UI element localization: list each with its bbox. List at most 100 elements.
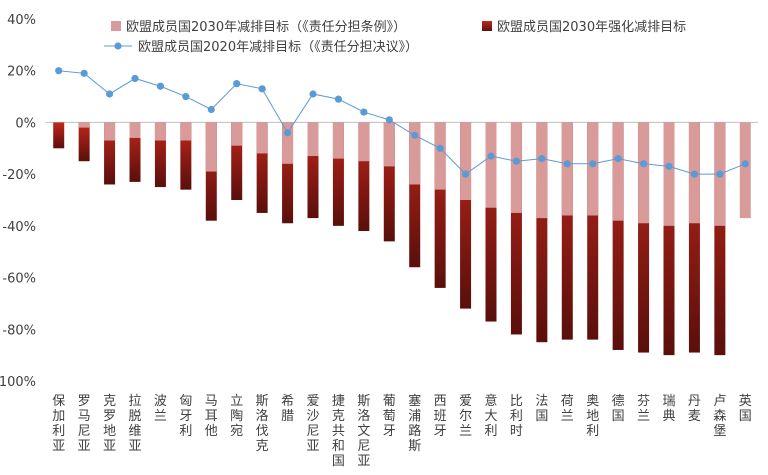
bar-2030-target <box>739 122 751 219</box>
legend-swatch-strengthened-target <box>482 21 492 31</box>
x-category-label: 丹麦 <box>688 394 701 424</box>
bar-strengthened-target <box>409 122 421 268</box>
x-category-label: 罗马尼亚 <box>78 394 91 454</box>
x-category-char: 麦 <box>688 409 701 424</box>
bar-strengthened-target <box>358 122 370 232</box>
bar-strengthened-target <box>154 122 166 188</box>
bar-strengthened-target <box>78 122 90 162</box>
x-category-char: 葡 <box>383 394 396 409</box>
bar-strengthened-target <box>460 122 472 309</box>
bar-strengthened-target <box>53 122 65 149</box>
point-2020-target <box>487 152 495 160</box>
point-2020-target <box>436 144 444 152</box>
point-2020-target <box>233 80 241 88</box>
bar-2030-target <box>231 122 243 146</box>
x-category-char: 和 <box>332 439 345 454</box>
bars <box>53 122 751 356</box>
bar-2030-target <box>154 122 166 141</box>
x-category-char: 国 <box>739 409 752 424</box>
x-category-label: 立陶宛 <box>230 394 243 439</box>
x-category-char: 森 <box>713 409 726 424</box>
point-2020-target <box>690 170 699 178</box>
x-category-label: 瑞典 <box>662 394 675 424</box>
bar-strengthened-target <box>307 122 319 219</box>
y-tick-label: -100% <box>0 375 36 390</box>
x-category-char: 兰 <box>459 424 472 439</box>
bar-strengthened-target <box>129 122 141 182</box>
x-category-char: 法 <box>535 394 548 409</box>
x-category-char: 德 <box>612 394 625 409</box>
y-tick-label: -40% <box>2 220 36 235</box>
x-category-char: 马 <box>78 409 91 424</box>
x-category-char: 希 <box>281 394 294 409</box>
x-category-char: 拉 <box>128 394 141 409</box>
x-category-char: 尼 <box>357 439 370 454</box>
x-category-label: 斯洛伐克 <box>256 394 269 454</box>
point-2020-target <box>258 85 266 93</box>
x-category-char: 兰 <box>637 409 650 424</box>
x-category-char: 立 <box>230 394 243 409</box>
x-category-label: 法国 <box>535 394 548 424</box>
point-2020-target <box>741 160 749 168</box>
x-category-char: 路 <box>408 423 421 439</box>
point-2020-target <box>385 116 393 124</box>
bar-2030-target <box>282 122 294 164</box>
bar-2030-target <box>510 122 522 213</box>
x-category-char: 地 <box>103 424 116 439</box>
x-category-char: 沙 <box>306 409 319 424</box>
bar-2030-target <box>485 122 497 208</box>
x-category-char: 尔 <box>459 409 472 424</box>
x-category-char: 牙 <box>179 409 192 424</box>
x-category-char: 比 <box>510 394 523 409</box>
legend-label-2020-target: 欧盟成员国2020年减排目标（《责任分担决议》） <box>138 40 418 55</box>
x-category-label: 爱尔兰 <box>459 394 472 439</box>
point-2020-target <box>589 160 597 168</box>
y-tick-label: -20% <box>2 168 36 183</box>
x-category-char: 奥 <box>586 394 599 409</box>
x-category-label: 塞浦路斯 <box>408 393 421 454</box>
x-category-label: 马耳他 <box>205 394 218 439</box>
x-category-char: 洛 <box>357 409 370 424</box>
x-category-char: 斯 <box>357 394 370 409</box>
point-2020-target <box>563 160 571 168</box>
x-category-char: 爱 <box>306 394 319 409</box>
bar-strengthened-target <box>612 122 624 350</box>
x-category-label: 爱沙尼亚 <box>306 394 319 454</box>
bar-strengthened-target <box>688 122 700 353</box>
bar-2030-target <box>104 122 116 141</box>
x-category-char: 时 <box>510 424 523 439</box>
bar-strengthened-target <box>536 122 548 343</box>
bar-2030-target <box>358 122 370 162</box>
x-category-char: 斯 <box>408 439 421 454</box>
x-category-char: 洛 <box>256 409 269 424</box>
x-category-char: 维 <box>128 424 141 439</box>
point-2020-target <box>105 90 114 98</box>
legend-swatch-2030-target <box>111 21 121 31</box>
bar-2030-target <box>180 122 192 141</box>
x-category-char: 亚 <box>52 439 65 454</box>
bar-2030-target <box>460 122 472 200</box>
x-category-char: 利 <box>484 424 497 439</box>
x-category-char: 尼 <box>78 424 91 439</box>
bar-strengthened-target <box>332 122 344 226</box>
x-axis: 保加利亚罗马尼亚克罗地亚拉脱维亚波兰匈牙利马耳他立陶宛斯洛伐克希腊爱沙尼亚捷克共… <box>52 393 752 469</box>
x-category-label: 捷克共和国 <box>332 394 345 469</box>
x-category-char: 共 <box>332 424 345 439</box>
point-2020-target <box>614 155 622 163</box>
x-category-char: 英 <box>739 394 752 409</box>
x-category-char: 意 <box>484 393 497 409</box>
x-category-label: 波兰 <box>154 394 167 424</box>
x-category-char: 大 <box>484 409 497 424</box>
point-2020-target <box>665 162 673 170</box>
point-2020-target <box>80 69 88 77</box>
x-category-char: 罗 <box>78 394 91 409</box>
legend-marker-2020-target <box>114 42 122 50</box>
x-category-label: 克罗地亚 <box>103 394 116 454</box>
x-category-char: 克 <box>332 409 345 424</box>
x-category-label: 葡萄牙 <box>383 394 396 439</box>
x-category-char: 荷 <box>561 394 574 409</box>
bar-2030-target <box>638 122 650 224</box>
bar-strengthened-target <box>561 122 573 340</box>
y-tick-label: -60% <box>2 272 36 287</box>
